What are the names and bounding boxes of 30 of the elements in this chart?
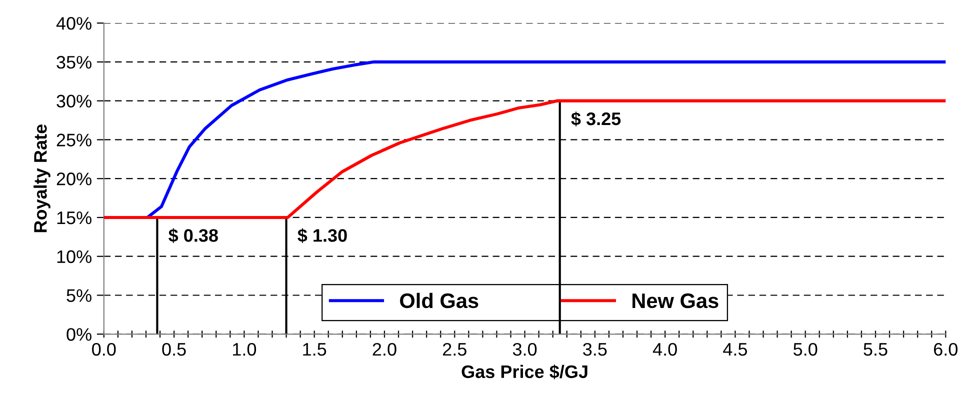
x-tick-label: 4.0 (652, 342, 677, 356)
x-tick-label: 0.0 (92, 342, 116, 356)
y-tick-label: 25% (56, 134, 92, 146)
legend-label: New Gas (632, 293, 718, 308)
x-tick-label: 0.5 (162, 342, 186, 356)
y-axis-title: Royalty Rate (34, 124, 50, 232)
y-tick-label: 20% (56, 172, 92, 186)
x-tick-label: 2.5 (442, 342, 466, 356)
x-tick-label: 1.5 (303, 343, 326, 356)
x-tick-label: 3.0 (512, 342, 537, 356)
x-tick-label: 6.0 (934, 342, 958, 356)
ref-line-label: $ 3.25 (571, 112, 621, 126)
x-axis-title: Gas Price $/GJ (462, 364, 588, 380)
y-tick-label: 0% (66, 328, 92, 341)
x-tick-label: 5.0 (794, 342, 818, 356)
line-series (104, 99, 946, 220)
x-tick-label: 5.5 (864, 343, 888, 356)
x-tick-label: 1.0 (233, 342, 256, 356)
y-tick-label: 35% (56, 56, 92, 69)
y-tick-label: 30% (56, 94, 92, 108)
x-tick-label: 3.5 (583, 342, 607, 356)
x-tick-label: 4.5 (723, 343, 747, 356)
x-tick-label: 2.0 (372, 342, 396, 356)
ref-line-label: $ 1.30 (298, 228, 347, 244)
y-tick-label: 40% (56, 17, 92, 30)
y-tick-label: 10% (57, 250, 92, 264)
ref-line-label: $ 0.38 (168, 228, 218, 244)
legend-label: Old Gas (400, 292, 478, 308)
y-tick-label: 15% (57, 212, 92, 224)
y-tick-label: 5% (66, 289, 92, 302)
